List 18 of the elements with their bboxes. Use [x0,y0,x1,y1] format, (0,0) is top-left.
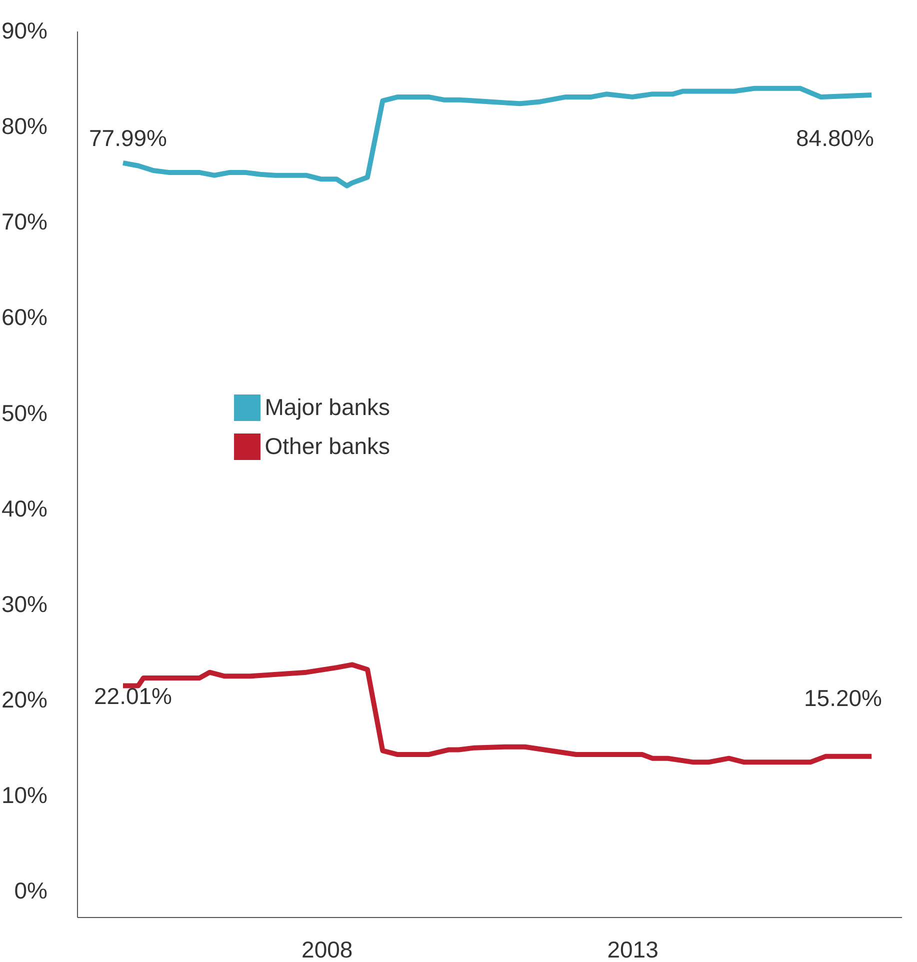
y-tick-label: 30% [1,590,48,617]
y-tick-label: 60% [1,304,48,330]
y-tick-label: 50% [1,400,48,426]
legend-label: Other banks [264,432,390,459]
y-tick-label: 70% [1,208,48,235]
y-tick-label: 0% [14,878,48,904]
legend-label: Major banks [264,394,390,420]
y-tick-label: 90% [1,18,48,44]
annotation: 15.20% [804,685,882,711]
annotation: 22.01% [94,683,172,709]
y-tick-label: 40% [1,495,48,522]
annotation: 77.99% [88,125,168,151]
y-tick-label: 10% [1,782,48,808]
y-tick-label: 20% [1,686,48,713]
x-tick-label: 2008 [302,936,353,962]
y-tick-label: 80% [1,113,48,140]
annotation: 84.80% [796,125,874,151]
x-tick-label: 2013 [607,936,658,962]
